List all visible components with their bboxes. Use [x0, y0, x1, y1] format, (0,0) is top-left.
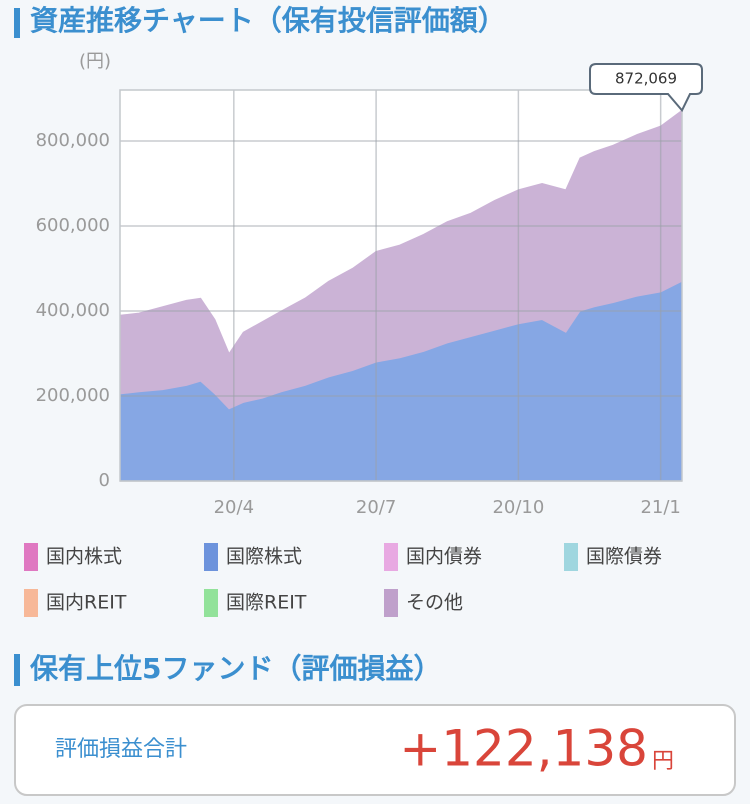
- legend-swatch: [204, 543, 218, 571]
- chart-title: 資産推移チャート（保有投信評価額）: [30, 4, 506, 37]
- legend-swatch: [384, 543, 398, 571]
- x-tick-label: 20/4: [214, 497, 254, 518]
- title-bar: [14, 8, 20, 38]
- legend-swatch: [564, 543, 578, 571]
- y-tick-label: 0: [99, 470, 110, 491]
- title-bar: [14, 654, 20, 686]
- legend-swatch: [384, 589, 398, 617]
- plot-border: [119, 89, 683, 482]
- y-unit-label: (円): [79, 51, 111, 72]
- summary-unit: 円: [652, 749, 674, 774]
- x-tick-label: 20/7: [356, 497, 396, 518]
- legend-label: 国際株式: [226, 546, 302, 568]
- y-tick-label: 400,000: [36, 300, 110, 321]
- x-tick-label: 20/10: [492, 497, 544, 518]
- summary-card: [14, 704, 736, 796]
- legend-label: 国内債券: [406, 546, 482, 568]
- summary-label: 評価損益合計: [55, 737, 187, 762]
- x-tick-label: 21/1: [640, 497, 680, 518]
- legend-swatch: [204, 589, 218, 617]
- y-tick-label: 200,000: [36, 385, 110, 406]
- callout-text: 872,069: [615, 70, 677, 88]
- y-tick-label: 800,000: [36, 130, 110, 151]
- legend-swatch: [24, 589, 38, 617]
- legend-label: 国際債券: [586, 546, 662, 568]
- legend-label: 国内株式: [46, 546, 122, 568]
- legend-swatch: [24, 543, 38, 571]
- legend-label: その他: [406, 592, 463, 614]
- legend-label: 国内REIT: [46, 592, 127, 614]
- summary-value: +122,138: [399, 720, 648, 778]
- y-tick-label: 600,000: [36, 215, 110, 236]
- section-title: 保有上位5ファンド（評価損益）: [30, 652, 441, 685]
- legend-label: 国際REIT: [226, 592, 307, 614]
- callout: [589, 63, 703, 113]
